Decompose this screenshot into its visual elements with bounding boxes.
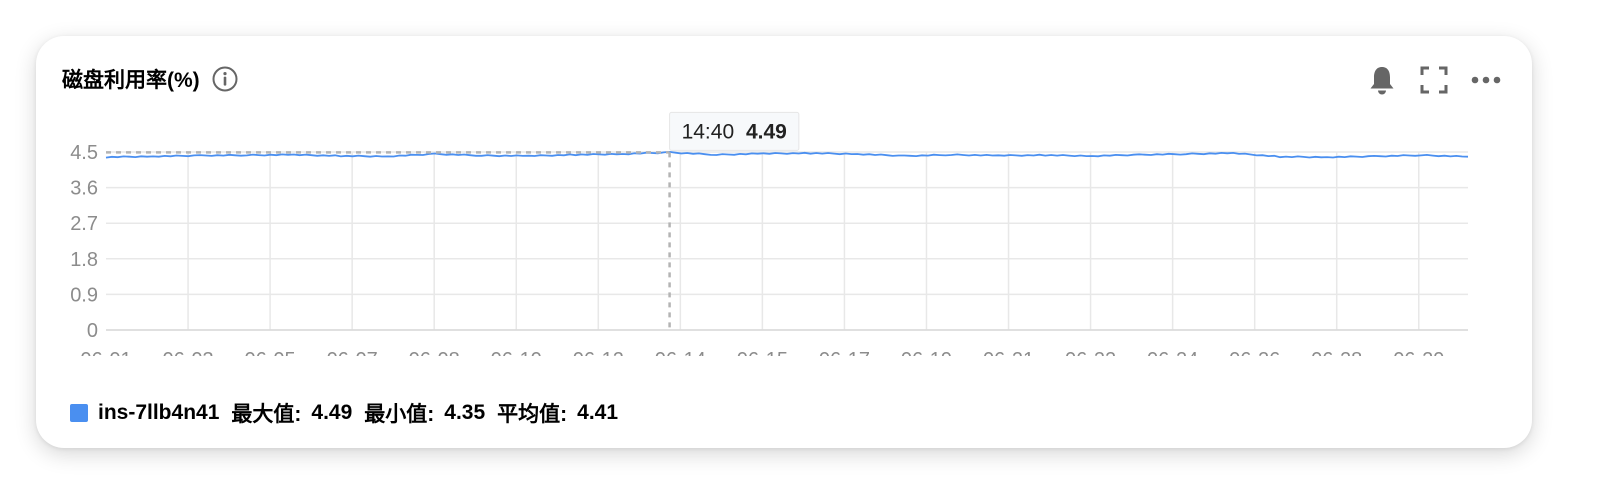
tooltip: 14:40 4.49 [669,111,800,151]
x-tick-label: 06-21 [983,349,1034,356]
tooltip-time: 14:40 [682,120,735,143]
crosshair-layer [106,151,671,330]
chart-card: 磁盘利用率(%) [36,36,1532,448]
series-layer [105,150,1469,159]
info-icon[interactable] [212,66,238,92]
x-tick-label: 06-10 [491,349,542,356]
x-tick-label: 06-24 [1147,349,1198,356]
x-tick-label: 06-15 [737,349,788,356]
legend: ins-7llb4n41 最大值: 4.49 最小值: 4.35 平均值: 4.… [70,398,618,428]
x-axis-labels: 06-01 06-03 06-05 06-07 06-08 06-10 06-12 06-14… [80,349,1444,356]
x-tick-label: 06-07 [327,349,378,356]
y-tick-label: 0.9 [70,284,98,306]
bell-icon[interactable] [1366,64,1398,96]
y-tick-label: 2.7 [70,213,98,235]
title-row: 磁盘利用率(%) [62,64,238,94]
x-tick-label: 06-28 [1311,349,1362,356]
x-tick-label: 06-05 [245,349,296,356]
legend-min-label: 最小值: [364,403,435,426]
fullscreen-icon[interactable] [1418,64,1450,96]
grid-layer [106,151,1468,331]
x-tick-label: 06-29 [1393,349,1444,356]
tooltip-text: 14:40 4.49 [682,120,787,143]
toolbar [1366,64,1502,96]
x-tick-label: 06-17 [819,349,870,356]
x-tick-label: 06-14 [655,349,706,356]
y-tick-label: 3.6 [70,178,98,200]
tooltip-box [669,111,800,151]
y-axis-labels: 0 0.9 1.8 2.7 3.6 4.5 [70,142,98,342]
legend-swatch[interactable] [70,404,88,422]
x-tick-label: 06-22 [1065,349,1116,356]
x-tick-label: 06-12 [573,349,624,356]
y-tick-label: 1.8 [70,249,98,271]
x-tick-label: 06-01 [80,349,131,356]
legend-avg-value: 4.41 [577,401,619,424]
legend-max-label: 最大值: [231,403,302,426]
line-chart: 00.91.82.73.64.5 06-0106-0306-0506-0706-… [70,111,1469,356]
legend-max-value: 4.49 [311,401,353,424]
y-tick-label: 4.5 [70,142,98,164]
y-tick-label: 0 [87,320,98,342]
chart-title: 磁盘利用率(%) [62,69,200,92]
tooltip-value: 4.49 [746,120,787,143]
x-tick-label: 06-19 [901,349,952,356]
x-tick-label: 06-08 [409,349,460,356]
x-tick-label: 06-26 [1229,349,1280,356]
legend-avg-label: 平均值: [497,403,568,426]
legend-series-name: ins-7llb4n41 [98,401,220,424]
more-icon[interactable] [1470,64,1502,96]
series-line-ins-7llb4n41 [105,150,1469,159]
legend-min-value: 4.35 [444,401,486,424]
x-tick-label: 06-03 [162,349,213,356]
